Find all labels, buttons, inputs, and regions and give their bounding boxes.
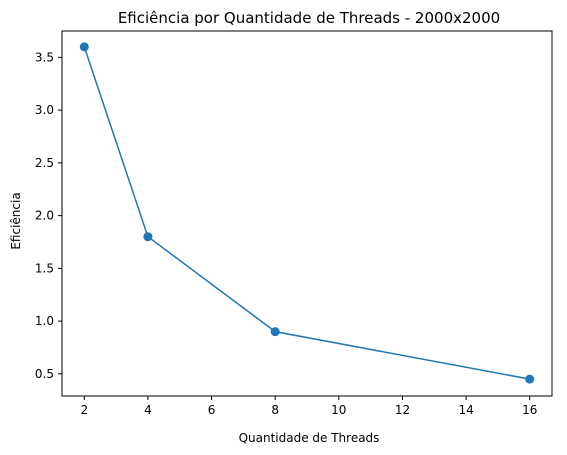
x-tick-label: 6 bbox=[208, 403, 216, 417]
x-tick-label: 4 bbox=[144, 403, 152, 417]
chart-title: Eficiência por Quantidade de Threads - 2… bbox=[118, 9, 500, 27]
x-axis-label: Quantidade de Threads bbox=[239, 431, 380, 445]
x-tick-label: 12 bbox=[395, 403, 410, 417]
y-tick-label: 0.5 bbox=[35, 367, 54, 381]
plot-area bbox=[61, 30, 553, 397]
y-tick-label: 2.5 bbox=[35, 156, 54, 170]
y-tick-label: 3.5 bbox=[35, 50, 54, 64]
x-tick-label: 16 bbox=[522, 403, 537, 417]
y-tick-label: 2.0 bbox=[35, 209, 54, 223]
data-point bbox=[525, 374, 535, 384]
y-tick-label: 3.0 bbox=[35, 103, 54, 117]
x-tick-label: 8 bbox=[271, 403, 279, 417]
data-point bbox=[143, 232, 153, 242]
x-tick-label: 10 bbox=[331, 403, 346, 417]
data-point bbox=[79, 42, 89, 52]
series-layer bbox=[79, 42, 535, 384]
data-point bbox=[270, 327, 280, 337]
series-line bbox=[83, 46, 530, 380]
y-tick-label: 1.5 bbox=[35, 261, 54, 275]
x-tick-label: 2 bbox=[80, 403, 88, 417]
y-tick-label: 1.0 bbox=[35, 314, 54, 328]
y-axis-label: Eficiência bbox=[9, 192, 23, 249]
x-axis: 2 4 6 8 10 12 14 16 bbox=[80, 396, 537, 417]
y-axis: 0.5 1.0 1.5 2.0 2.5 3.0 3.5 bbox=[35, 50, 62, 381]
x-tick-label: 14 bbox=[458, 403, 473, 417]
